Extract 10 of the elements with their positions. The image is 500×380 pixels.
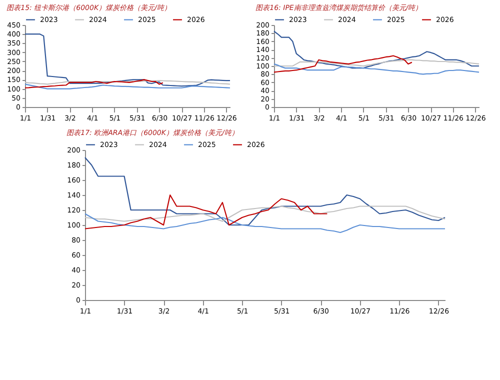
line-series: [273, 63, 480, 75]
line-series: [273, 30, 480, 69]
line-series: [84, 213, 446, 234]
line-series: [24, 79, 164, 88]
line-series: [84, 156, 446, 226]
line-series: [84, 194, 328, 230]
line-series: [273, 59, 480, 67]
line-series: [24, 34, 231, 87]
line-series: [84, 206, 446, 222]
line-series: [273, 55, 412, 73]
